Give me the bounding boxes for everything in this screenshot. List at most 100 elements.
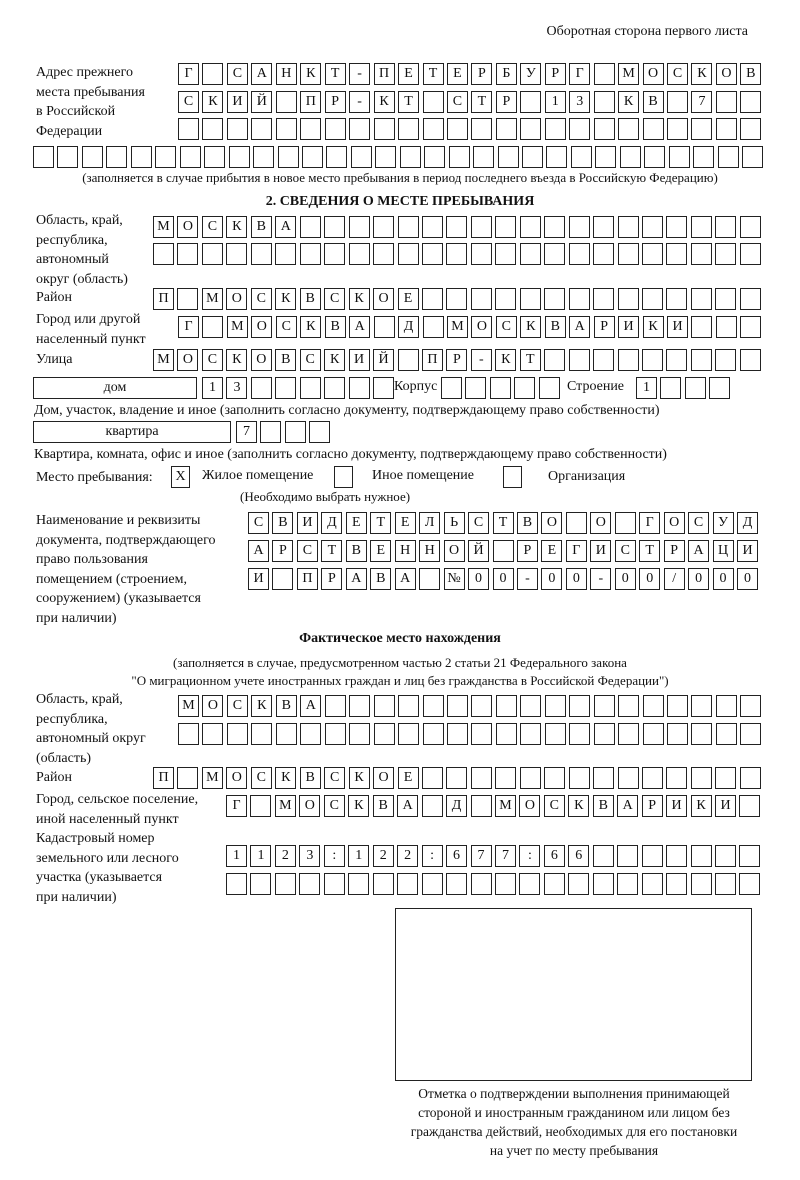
- char-cell[interactable]: И: [618, 316, 640, 338]
- char-cell[interactable]: Е: [394, 512, 416, 534]
- char-cell[interactable]: [448, 146, 470, 168]
- char-cell[interactable]: [544, 243, 566, 265]
- char-cell[interactable]: 1: [226, 845, 247, 867]
- char-cell[interactable]: [666, 767, 688, 789]
- char-cell[interactable]: [348, 243, 370, 265]
- char-cell[interactable]: [690, 243, 712, 265]
- char-cell[interactable]: И: [666, 795, 688, 817]
- char-cell[interactable]: [667, 723, 688, 745]
- char-cell[interactable]: [568, 873, 590, 895]
- char-cell[interactable]: [421, 243, 443, 265]
- char-cell[interactable]: Р: [272, 540, 294, 562]
- char-cell[interactable]: Н: [394, 540, 416, 562]
- char-cell[interactable]: №: [443, 568, 465, 590]
- char-cell[interactable]: В: [740, 63, 762, 85]
- char-cell[interactable]: [373, 118, 395, 140]
- char-cell[interactable]: [644, 146, 666, 168]
- char-cell[interactable]: [446, 767, 468, 789]
- char-cell[interactable]: К: [618, 91, 640, 113]
- char-cell[interactable]: Р: [516, 540, 538, 562]
- char-cell[interactable]: Г: [178, 316, 199, 338]
- char-cell[interactable]: [398, 723, 420, 745]
- char-cell[interactable]: [593, 118, 615, 140]
- char-cell[interactable]: [373, 216, 395, 238]
- char-cell[interactable]: [250, 795, 272, 817]
- char-cell[interactable]: Н: [419, 540, 441, 562]
- char-cell[interactable]: [570, 146, 592, 168]
- char-cell[interactable]: Р: [321, 568, 343, 590]
- char-cell[interactable]: П: [153, 767, 174, 789]
- char-cell[interactable]: С: [178, 91, 199, 113]
- char-cell[interactable]: К: [348, 795, 370, 817]
- char-cell[interactable]: [422, 695, 444, 717]
- char-cell[interactable]: [715, 316, 737, 338]
- char-cell[interactable]: О: [202, 695, 224, 717]
- char-cell[interactable]: Е: [397, 767, 419, 789]
- char-cell[interactable]: Е: [370, 540, 392, 562]
- char-cell[interactable]: К: [202, 91, 224, 113]
- char-cell[interactable]: О: [226, 288, 248, 310]
- char-cell[interactable]: В: [592, 795, 614, 817]
- char-cell[interactable]: [421, 288, 443, 310]
- char-cell[interactable]: [715, 349, 737, 371]
- char-cell[interactable]: [690, 845, 712, 867]
- char-cell[interactable]: [739, 795, 761, 817]
- char-cell[interactable]: [569, 723, 591, 745]
- char-cell[interactable]: Б: [495, 63, 517, 85]
- char-cell[interactable]: [251, 723, 273, 745]
- char-cell[interactable]: [419, 568, 441, 590]
- char-cell[interactable]: [739, 873, 761, 895]
- char-cell[interactable]: Р: [544, 63, 566, 85]
- char-cell[interactable]: Е: [397, 288, 419, 310]
- char-cell[interactable]: [568, 216, 590, 238]
- char-cell[interactable]: 1: [348, 845, 370, 867]
- char-cell[interactable]: К: [324, 349, 346, 371]
- char-cell[interactable]: 1: [544, 91, 566, 113]
- char-cell[interactable]: [495, 695, 517, 717]
- char-cell[interactable]: [546, 146, 568, 168]
- char-cell[interactable]: :: [519, 845, 541, 867]
- house-type-field[interactable]: дом: [33, 377, 197, 399]
- char-cell[interactable]: [81, 146, 103, 168]
- char-cell[interactable]: [250, 377, 272, 399]
- char-cell[interactable]: Л: [419, 512, 441, 534]
- char-cell[interactable]: М: [226, 316, 248, 338]
- char-cell[interactable]: :: [421, 845, 443, 867]
- char-cell[interactable]: [421, 795, 443, 817]
- char-cell[interactable]: В: [299, 288, 321, 310]
- char-cell[interactable]: [641, 873, 663, 895]
- char-cell[interactable]: [177, 288, 199, 310]
- char-cell[interactable]: И: [590, 540, 612, 562]
- char-cell[interactable]: Р: [471, 63, 493, 85]
- char-cell[interactable]: [544, 118, 566, 140]
- char-cell[interactable]: [642, 695, 664, 717]
- char-cell[interactable]: [691, 118, 713, 140]
- char-cell[interactable]: [495, 288, 517, 310]
- char-cell[interactable]: [495, 243, 517, 265]
- char-cell[interactable]: [690, 349, 712, 371]
- char-cell[interactable]: Т: [398, 91, 420, 113]
- char-cell[interactable]: [300, 118, 322, 140]
- char-cell[interactable]: [522, 146, 543, 168]
- char-cell[interactable]: С: [543, 795, 565, 817]
- char-cell[interactable]: [642, 243, 663, 265]
- char-cell[interactable]: В: [642, 91, 664, 113]
- char-cell[interactable]: :: [323, 845, 345, 867]
- char-cell[interactable]: [422, 316, 444, 338]
- char-cell[interactable]: [690, 216, 712, 238]
- char-cell[interactable]: [666, 243, 688, 265]
- char-cell[interactable]: [569, 118, 591, 140]
- char-cell[interactable]: -: [590, 568, 612, 590]
- char-cell[interactable]: С: [667, 63, 688, 85]
- char-cell[interactable]: [569, 695, 591, 717]
- char-cell[interactable]: [691, 316, 713, 338]
- char-cell[interactable]: Ц: [712, 540, 734, 562]
- char-cell[interactable]: Е: [446, 63, 468, 85]
- char-cell[interactable]: 0: [712, 568, 734, 590]
- char-cell[interactable]: [470, 873, 492, 895]
- char-cell[interactable]: [667, 118, 688, 140]
- char-cell[interactable]: [690, 288, 712, 310]
- char-cell[interactable]: [715, 767, 737, 789]
- char-cell[interactable]: [202, 316, 224, 338]
- char-cell[interactable]: [495, 723, 517, 745]
